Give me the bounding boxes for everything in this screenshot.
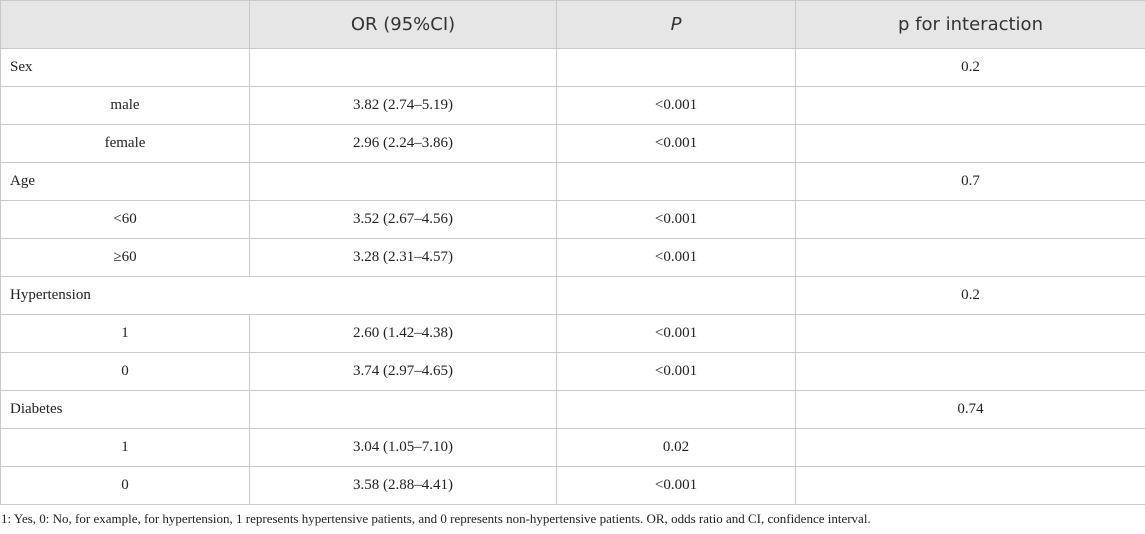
cell: Hypertension: [0, 276, 557, 315]
row: Diabetes 0.74: [0, 390, 1145, 429]
cell: [249, 162, 557, 201]
row: ≥60 3.28 (2.31–4.57) <0.001: [0, 238, 1145, 277]
cell: [556, 162, 796, 201]
header-row: OR (95%CI) P p for interaction: [0, 0, 1145, 49]
cell: <0.001: [556, 466, 796, 505]
row: 1 3.04 (1.05–7.10) 0.02: [0, 428, 1145, 467]
row: Age 0.7: [0, 162, 1145, 201]
cell: ≥60: [0, 238, 250, 277]
cell: 1: [0, 314, 250, 353]
cell: 0: [0, 352, 250, 391]
header-cell: [0, 0, 250, 49]
cell: [795, 466, 1145, 505]
cell: [795, 314, 1145, 353]
cell: 3.58 (2.88–4.41): [249, 466, 557, 505]
cell: Age: [0, 162, 250, 201]
header-cell: P: [556, 0, 796, 49]
header-cell: OR (95%CI): [249, 0, 557, 49]
row: male 3.82 (2.74–5.19) <0.001: [0, 86, 1145, 125]
cell: <0.001: [556, 86, 796, 125]
row: 0 3.74 (2.97–4.65) <0.001: [0, 352, 1145, 391]
cell: 0.7: [795, 162, 1145, 201]
cell: 0.2: [795, 276, 1145, 315]
row: 0 3.58 (2.88–4.41) <0.001: [0, 466, 1145, 505]
cell: <0.001: [556, 314, 796, 353]
cell: 3.74 (2.97–4.65): [249, 352, 557, 391]
footnote: 1: Yes, 0: No, for example, for hyperten…: [1, 511, 871, 526]
cell: 3.28 (2.31–4.57): [249, 238, 557, 277]
cell: [556, 390, 796, 429]
cell: Diabetes: [0, 390, 250, 429]
cell: 0.2: [795, 48, 1145, 87]
cell: [795, 86, 1145, 125]
cell: [556, 48, 796, 87]
cell: <0.001: [556, 200, 796, 239]
cell: female: [0, 124, 250, 163]
cell: 2.60 (1.42–4.38): [249, 314, 557, 353]
row: female 2.96 (2.24–3.86) <0.001: [0, 124, 1145, 163]
cell: 3.52 (2.67–4.56): [249, 200, 557, 239]
cell: 0.02: [556, 428, 796, 467]
cell: 2.96 (2.24–3.86): [249, 124, 557, 163]
cell: Sex: [0, 48, 250, 87]
cell: 0.74: [795, 390, 1145, 429]
cell: 1: [0, 428, 250, 467]
row: Sex 0.2: [0, 48, 1145, 87]
cell: [249, 390, 557, 429]
row: 1 2.60 (1.42–4.38) <0.001: [0, 314, 1145, 353]
cell: [795, 428, 1145, 467]
cell: [556, 276, 796, 315]
cell: [249, 48, 557, 87]
cell: <0.001: [556, 352, 796, 391]
table: OR (95%CI) P p for interaction Sex 0.2 mal…: [0, 0, 1145, 505]
cell: [795, 124, 1145, 163]
cell: [795, 200, 1145, 239]
row: Hypertension 0.2: [0, 276, 1145, 315]
cell: [795, 238, 1145, 277]
cell: <60: [0, 200, 250, 239]
row: <60 3.52 (2.67–4.56) <0.001: [0, 200, 1145, 239]
cell: 3.04 (1.05–7.10): [249, 428, 557, 467]
header-cell: p for interaction: [795, 0, 1145, 49]
cell: male: [0, 86, 250, 125]
cell: <0.001: [556, 238, 796, 277]
cell: 0: [0, 466, 250, 505]
cell: 3.82 (2.74–5.19): [249, 86, 557, 125]
cell: <0.001: [556, 124, 796, 163]
cell: [795, 352, 1145, 391]
